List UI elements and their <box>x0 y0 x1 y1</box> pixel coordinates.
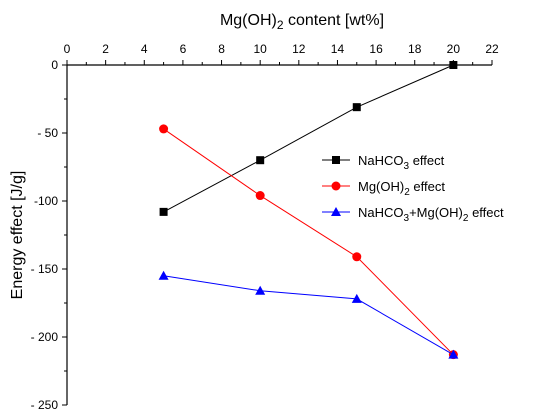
data-point <box>351 293 362 303</box>
x-axis-title-sub: 2 <box>277 18 284 32</box>
data-point <box>449 61 458 69</box>
legend-label-part: NaHCO <box>358 205 404 220</box>
legend-label-part: 3 <box>404 213 410 224</box>
y-tick-label: 0 <box>51 58 58 72</box>
series-group <box>158 61 459 360</box>
x-tick-label: 14 <box>331 42 345 56</box>
legend-marker <box>331 181 341 191</box>
x-tick-label: 10 <box>254 42 268 56</box>
y-tick-label: - 50 <box>37 126 58 140</box>
x-axis-title-rest: content [wt%] <box>284 12 385 29</box>
legend-label-part: 2 <box>463 213 469 224</box>
data-point <box>159 207 168 216</box>
legend-entry: NaHCO3 effect <box>322 153 445 172</box>
x-tick-label: 6 <box>180 42 187 56</box>
legend-marker <box>331 207 341 216</box>
x-tick-label: 22 <box>485 42 499 56</box>
legend-entry: NaHCO3+Mg(OH)2 effect <box>322 205 504 224</box>
series-line <box>163 128 454 356</box>
legend-label-part: effect <box>409 153 445 168</box>
y-tick-label: -100 <box>34 194 58 208</box>
data-point <box>158 270 169 280</box>
x-tick-label: 12 <box>292 42 306 56</box>
series-line <box>163 64 454 213</box>
series-line <box>163 275 454 356</box>
legend-label-part: +Mg(OH) <box>409 205 463 220</box>
x-tick-label: 4 <box>141 42 148 56</box>
x-tick-label: 2 <box>102 42 109 56</box>
x-axis-title-base: Mg(OH) <box>220 12 277 29</box>
legend-label-part: effect <box>410 179 446 194</box>
data-point <box>352 252 362 262</box>
y-tick-label: - 150 <box>31 262 59 276</box>
data-point <box>255 191 265 201</box>
axes: 0 2 4 6 8 10 12 14 16 18 20 220- 50-100- 150- 200- … <box>31 42 499 412</box>
legend-label-part: 2 <box>404 187 410 198</box>
x-tick-label: 8 <box>218 42 225 56</box>
data-point <box>352 103 361 112</box>
legend-label: Mg(OH)2 effect <box>358 179 445 198</box>
legend-label: NaHCO3+Mg(OH)2 effect <box>358 205 504 224</box>
series-triangle <box>158 270 459 359</box>
x-axis-title: Mg(OH)2 content [wt%] <box>220 12 384 32</box>
y-axis-title: Energy effect [J/g] <box>9 171 26 300</box>
legend-label: NaHCO3 effect <box>358 153 445 172</box>
data-point <box>256 156 265 165</box>
y-tick-label: - 250 <box>31 398 59 412</box>
x-tick-label: 18 <box>408 42 422 56</box>
x-tick-label: 16 <box>369 42 383 56</box>
x-tick-label: 0 <box>64 42 71 56</box>
data-point <box>159 124 169 134</box>
legend-marker <box>332 156 340 164</box>
legend-label-part: Mg(OH) <box>358 179 404 194</box>
legend-label-part: NaHCO <box>358 153 404 168</box>
y-tick-label: - 200 <box>31 330 59 344</box>
legend-label-part: 3 <box>404 161 410 172</box>
legend-entry: Mg(OH)2 effect <box>322 179 445 198</box>
data-point <box>448 349 459 359</box>
legend-label-part: effect <box>468 205 504 220</box>
data-point <box>255 285 266 295</box>
x-tick-label: 20 <box>447 42 461 56</box>
series-square <box>159 61 458 216</box>
